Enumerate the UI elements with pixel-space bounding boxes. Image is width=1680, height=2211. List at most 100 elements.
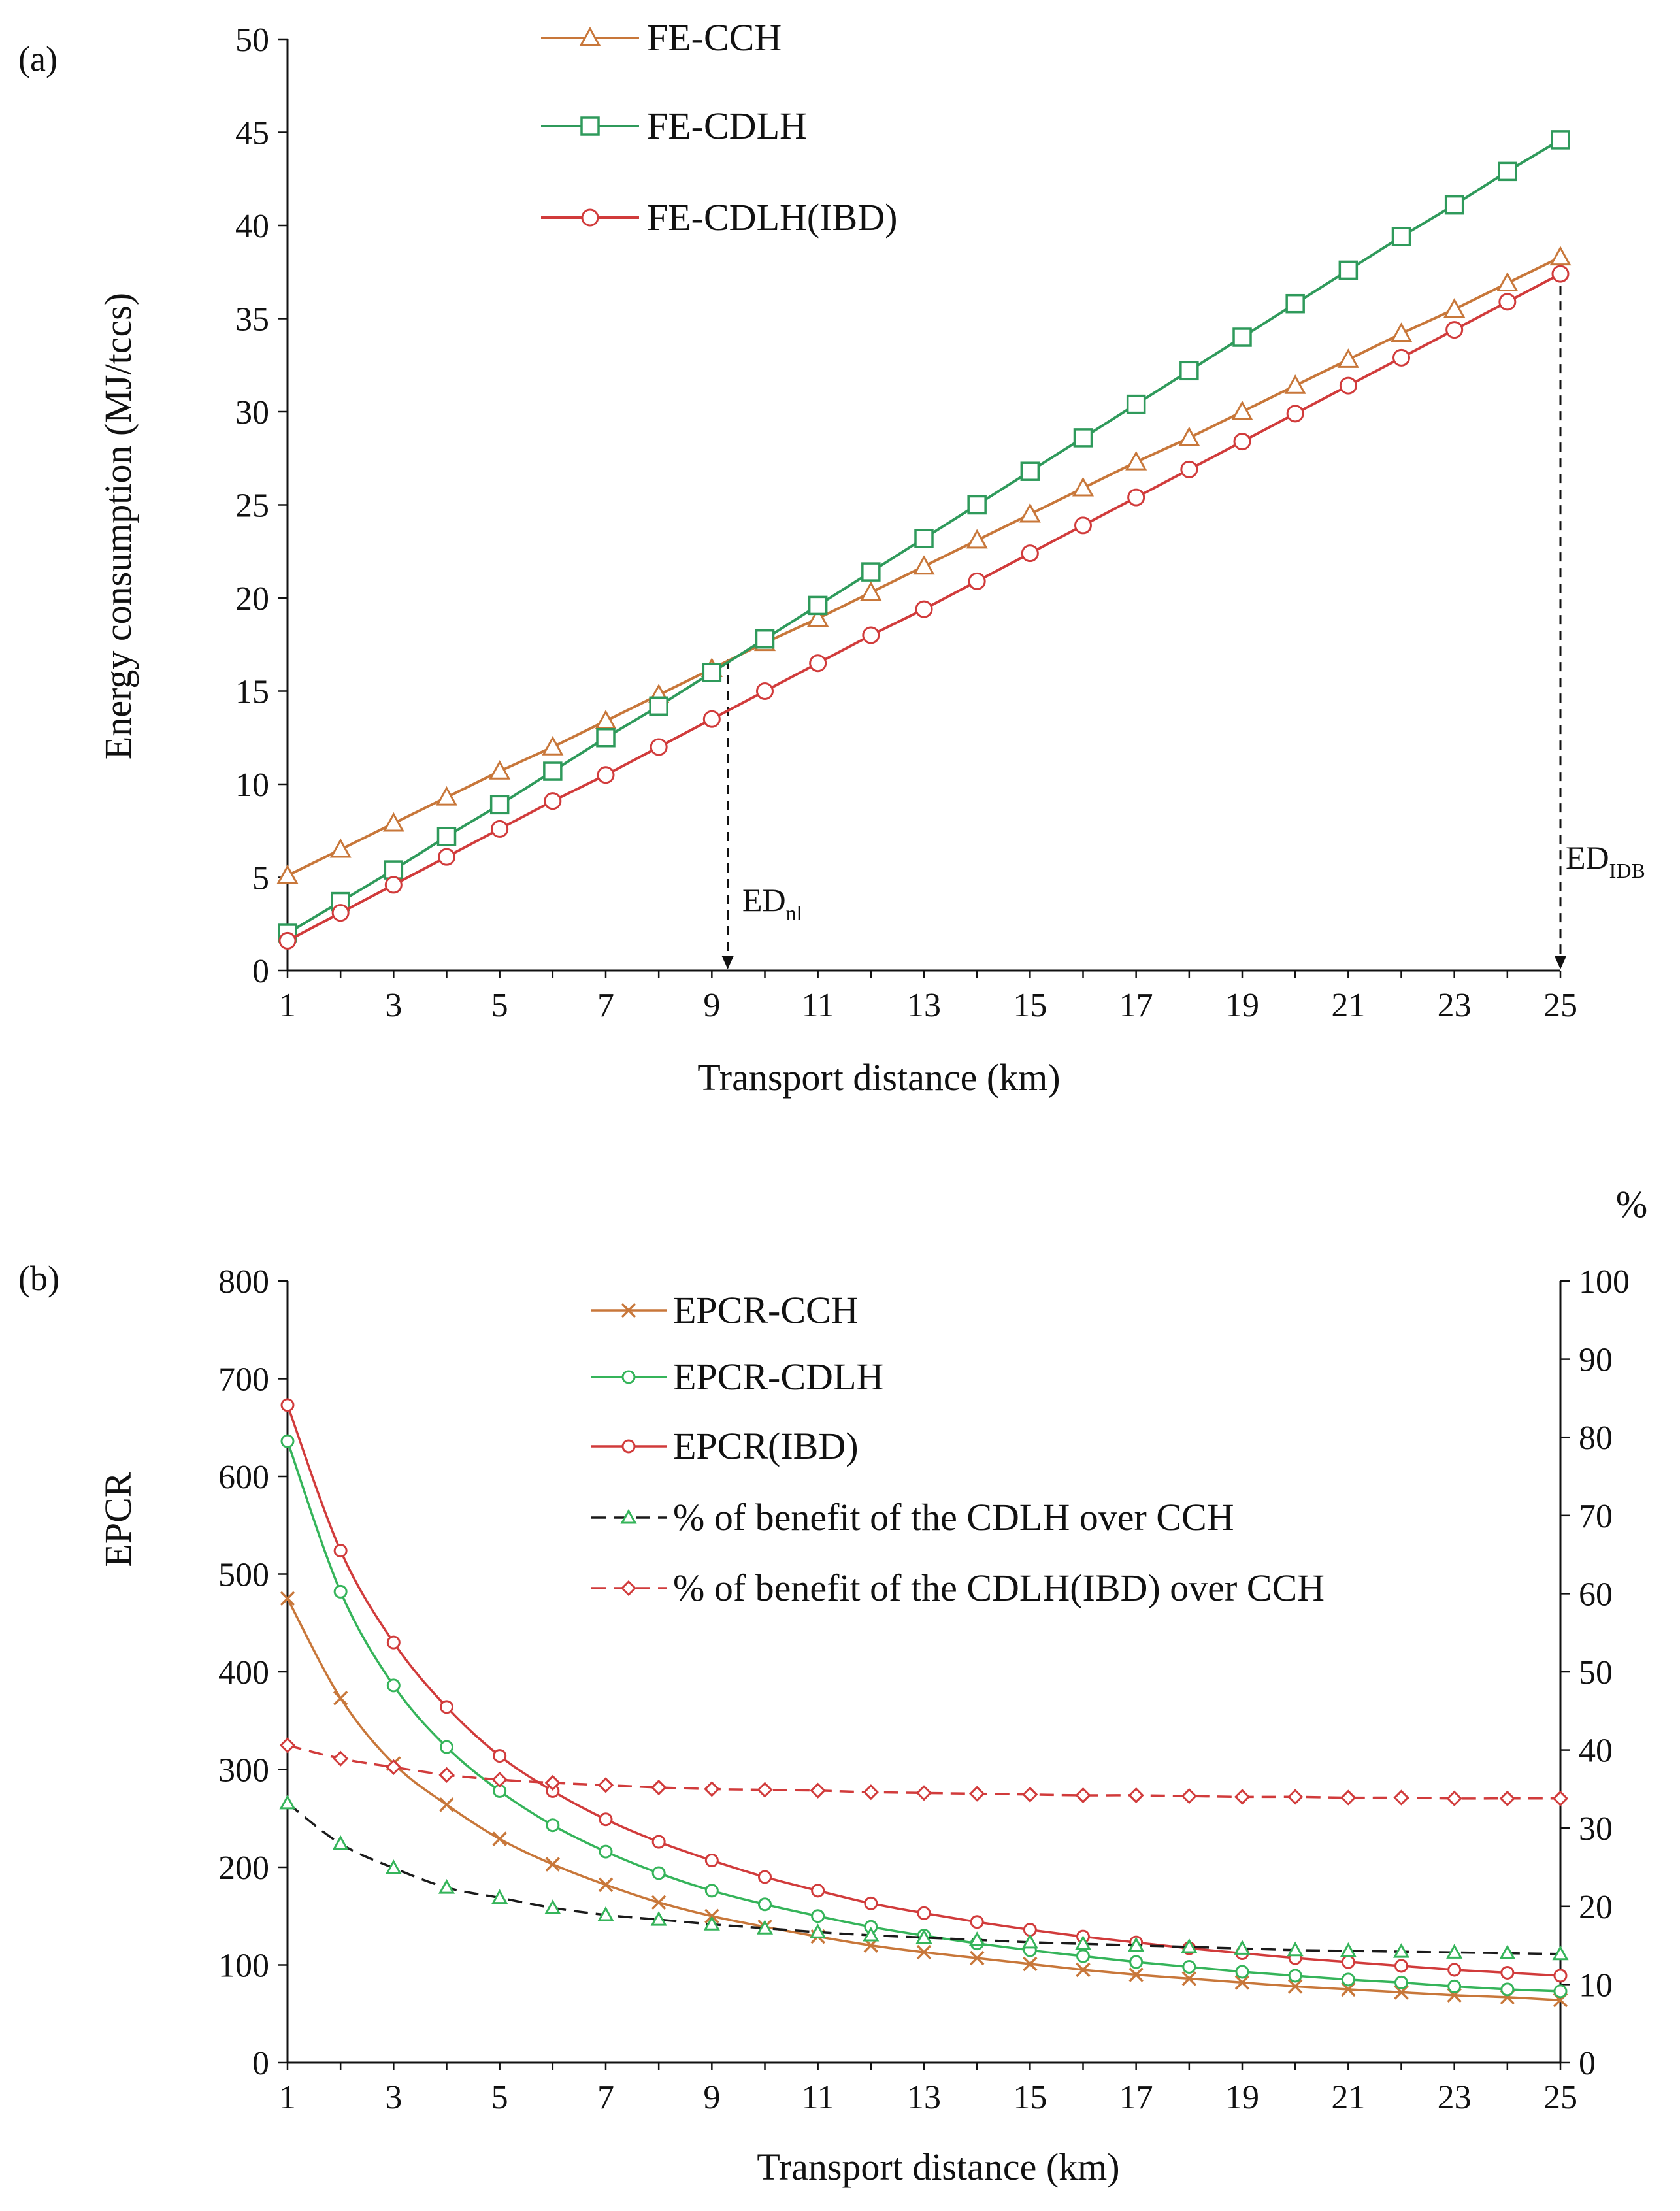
data-point <box>811 1884 825 1898</box>
data-point <box>542 735 564 756</box>
data-point <box>755 629 775 649</box>
data-point <box>1286 405 1304 423</box>
legend-marker <box>581 208 599 227</box>
legend-marker <box>579 26 601 46</box>
data-point <box>333 1750 349 1767</box>
data-point <box>493 1749 507 1763</box>
data-point <box>1178 426 1200 446</box>
x-tick-label: 9 <box>703 987 720 1024</box>
data-point <box>970 1915 984 1929</box>
data-point <box>1552 1790 1569 1806</box>
data-point <box>968 572 986 590</box>
data-point <box>1391 227 1411 246</box>
y-tick-label: 15 <box>235 674 269 711</box>
data-point <box>1341 1955 1355 1969</box>
series-of-benefit-of-the-cdlh-over-cch <box>279 1794 1569 1961</box>
x-tick-label: 23 <box>1438 987 1472 1024</box>
data-point <box>1076 1962 1091 1978</box>
data-point <box>651 1866 666 1880</box>
data-point <box>704 1781 720 1797</box>
legend-label: % of benefit of the CDLH over CCH <box>673 1496 1234 1538</box>
data-point <box>1181 1938 1198 1953</box>
panel-a-annotations: EDnl EDIDB <box>721 286 1645 969</box>
data-point <box>915 1929 932 1944</box>
data-point <box>280 1434 295 1448</box>
panel-a-ticks: 1 3 5 7 9 11 13 15 17 19 21 23 250510152025303540455… <box>235 22 1577 1024</box>
legend-label: % of benefit of the CDLH(IBD) over CCH <box>673 1567 1325 1609</box>
data-point <box>969 1950 985 1966</box>
data-point <box>651 1895 667 1910</box>
legend-entry-fe-cdlh-ibd: FE-CDLH(IBD) <box>541 196 897 239</box>
data-point <box>595 710 617 729</box>
y-tick-label: 800 <box>218 1263 269 1301</box>
data-point <box>1125 450 1147 471</box>
data-point <box>704 1854 719 1868</box>
data-point <box>278 931 297 950</box>
legend-marker <box>580 116 600 136</box>
series-of-benefit-of-the-cdlh-ibd-over-cch <box>279 1737 1569 1806</box>
x-tick-label: 13 <box>907 2079 941 2116</box>
data-point <box>649 696 668 716</box>
x-tick-label: 5 <box>491 987 508 1024</box>
data-point <box>860 581 882 601</box>
legend-entry-of-benefit-of-the-cdlh-ibd-over-cch: % of benefit of the CDLH(IBD) over CCH <box>591 1567 1325 1609</box>
data-point <box>382 812 404 832</box>
legend-label: EPCR-CCH <box>673 1289 859 1331</box>
data-point <box>968 1931 985 1946</box>
data-point <box>279 1737 296 1754</box>
data-point <box>863 1926 880 1942</box>
y-tick-label: 30 <box>235 394 269 431</box>
data-point <box>1498 161 1517 182</box>
x-tick-label: 3 <box>385 987 402 1024</box>
data-point <box>862 626 880 644</box>
data-point <box>544 1899 561 1914</box>
y-tick-label: 200 <box>218 1850 269 1887</box>
data-point <box>280 1398 295 1412</box>
data-point <box>598 1877 614 1893</box>
legend-entry-epcr-cdlh: EPCR-CDLH <box>591 1355 883 1398</box>
data-point <box>1551 265 1570 283</box>
x-tick-label: 15 <box>1013 2079 1047 2116</box>
data-point <box>546 1818 560 1833</box>
data-point <box>650 738 668 756</box>
data-point <box>651 1835 666 1849</box>
data-point <box>596 728 616 748</box>
y-tick-label: 400 <box>218 1654 269 1691</box>
legend-label: EPCR-CDLH <box>673 1355 883 1398</box>
x-tick-label: 21 <box>1331 987 1365 1024</box>
data-point <box>384 876 403 894</box>
data-point <box>1498 293 1517 311</box>
data-point <box>1392 1943 1410 1958</box>
data-point <box>1285 293 1305 314</box>
data-point <box>1234 1940 1251 1955</box>
data-point <box>544 1774 561 1791</box>
data-point <box>491 1771 508 1788</box>
data-point <box>492 1831 507 1846</box>
data-point <box>1500 1982 1515 1997</box>
data-point <box>1340 1942 1357 1957</box>
x-tick-label: 3 <box>385 2079 402 2116</box>
data-point <box>331 904 350 922</box>
data-point <box>597 1777 614 1793</box>
series-fe-cch <box>276 246 1572 884</box>
data-point <box>491 1889 508 1904</box>
panel-a-label: (a) <box>18 39 58 78</box>
data-point <box>1337 348 1359 368</box>
x-tick-label: 9 <box>703 2079 720 2116</box>
data-point <box>333 1544 348 1558</box>
x-tick-label: 13 <box>907 987 941 1024</box>
data-point <box>1182 1959 1196 1974</box>
data-point <box>758 1897 772 1912</box>
panel-a-y-axis-title: Energy consumption (MJ/tccs) <box>97 293 139 759</box>
data-point <box>1020 461 1040 481</box>
data-point <box>1074 1935 1092 1950</box>
data-point <box>1394 1975 1408 1989</box>
data-point <box>597 766 615 784</box>
data-point <box>808 595 828 616</box>
data-point <box>810 1923 827 1938</box>
data-point <box>1232 327 1252 347</box>
data-point <box>915 1785 932 1801</box>
data-point <box>864 1896 878 1910</box>
x-tick-label: 11 <box>802 2079 834 2116</box>
